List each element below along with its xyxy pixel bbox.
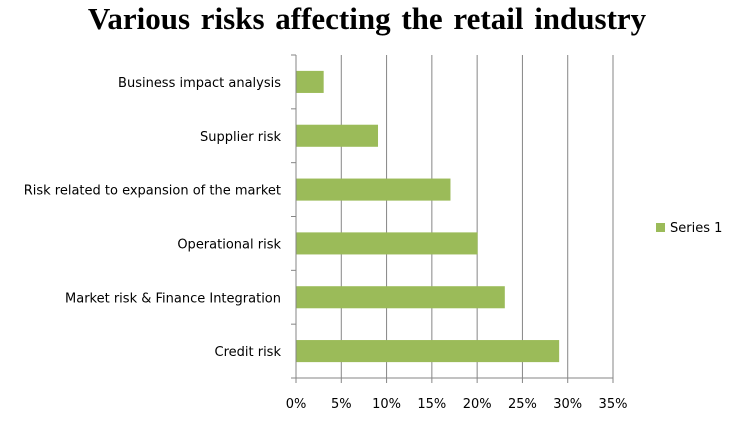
- bar: [296, 286, 505, 309]
- x-tick-labels: 0% 5% 10% 15% 20% 25% 30% 35%: [286, 397, 628, 412]
- x-tick-label: 15%: [417, 397, 446, 412]
- legend-swatch: [656, 223, 665, 232]
- category-label: Credit risk: [215, 345, 282, 360]
- legend-label: Series 1: [670, 221, 722, 236]
- x-tick-label: 5%: [331, 397, 352, 412]
- category-label: Supplier risk: [200, 130, 281, 145]
- gridlines: [340, 55, 614, 378]
- chart-title: Various risks affecting the retail indus…: [88, 1, 647, 36]
- bar: [296, 124, 379, 147]
- x-tick-label: 30%: [553, 397, 582, 412]
- x-tick-label: 25%: [508, 397, 537, 412]
- bar: [296, 70, 324, 93]
- category-label: Market risk & Finance Integration: [65, 291, 281, 306]
- x-tick-label: 0%: [286, 397, 307, 412]
- category-label: Operational risk: [177, 237, 281, 252]
- bars: [296, 70, 560, 363]
- category-label: Risk related to expansion of the market: [24, 184, 281, 199]
- x-tick-label: 35%: [599, 397, 628, 412]
- bar: [296, 340, 560, 363]
- bar: [296, 178, 451, 201]
- axes: [291, 54, 614, 383]
- x-tick-label: 20%: [463, 397, 492, 412]
- category-label: Business impact analysis: [118, 76, 281, 91]
- bar: [296, 232, 478, 255]
- x-tick-label: 10%: [372, 397, 401, 412]
- category-labels: Credit risk Market risk & Finance Integra…: [24, 76, 282, 360]
- legend: Series 1: [656, 221, 722, 236]
